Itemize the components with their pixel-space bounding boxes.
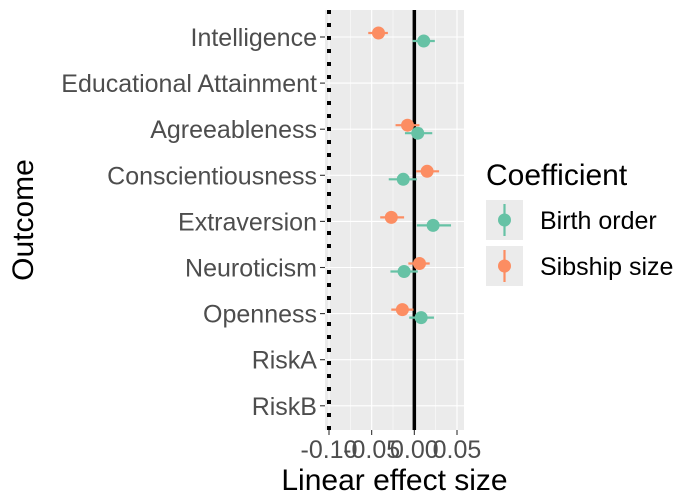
y-axis-ticks: Intelligence Educational Attainment Agreea… (61, 24, 325, 421)
x-tick-label: 0.00 (390, 436, 439, 464)
reference-lines (327, 10, 417, 430)
x-tick-label: 0.05 (433, 436, 482, 464)
y-tick-label: Extraversion (178, 208, 317, 236)
point-birth-order (396, 172, 410, 186)
point-sibship-size (384, 210, 398, 224)
point-birth-order (397, 265, 411, 278)
y-axis-title: Outcome (7, 159, 40, 281)
legend-key-point (498, 259, 511, 273)
point-birth-order (417, 34, 431, 48)
point-birth-order (411, 126, 425, 140)
y-tick-label: Intelligence (191, 24, 317, 52)
point-birth-order (414, 311, 428, 325)
grid-lines (325, 10, 464, 430)
y-tick-label: Conscientiousness (107, 162, 317, 190)
y-tick-label: RiskB (252, 393, 317, 421)
legend-entry-label: Sibship size (540, 253, 673, 281)
point-estimates (371, 26, 440, 325)
y-tick-label: Agreeableness (150, 116, 317, 144)
point-sibship-size (401, 118, 415, 132)
y-tick-label: Neuroticism (185, 255, 317, 283)
y-tick-label: Openness (203, 301, 317, 329)
x-tick-label: -0.05 (343, 436, 400, 464)
point-sibship-size (371, 26, 385, 40)
y-tick-label: Educational Attainment (61, 70, 317, 98)
legend: Coefficient Birth order Sibship size (486, 159, 673, 286)
point-sibship-size (395, 303, 409, 317)
legend-entry-label: Birth order (540, 207, 657, 235)
x-tick-label: -0.10 (301, 436, 358, 464)
point-birth-order (426, 218, 440, 232)
legend-key-point (498, 213, 511, 227)
point-sibship-size (420, 164, 434, 178)
y-tick-label: RiskA (252, 347, 318, 375)
legend-title: Coefficient (486, 159, 628, 192)
x-axis-ticks: -0.10-0.050.000.05 (301, 430, 482, 464)
point-sibship-size (412, 257, 426, 270)
x-axis-title: Linear effect size (281, 464, 507, 497)
